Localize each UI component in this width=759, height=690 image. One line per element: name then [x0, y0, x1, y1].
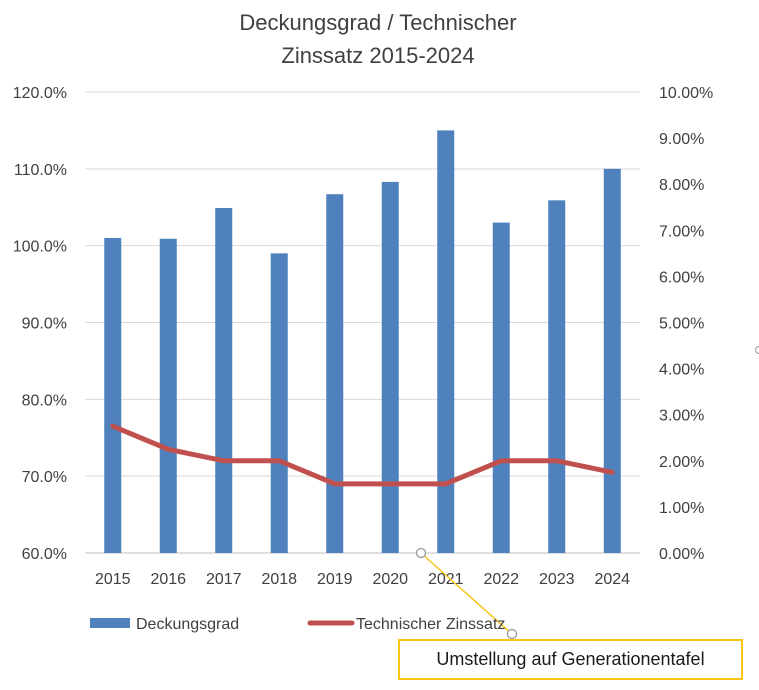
- zinssatz-point-2017: [223, 460, 225, 462]
- bar-2020: [381, 181, 399, 553]
- right-tick-label: 9.00%: [659, 131, 704, 148]
- zinssatz-point-2019: [334, 483, 336, 485]
- zinssatz-point-2021: [445, 483, 447, 485]
- bar-2024: [603, 168, 621, 554]
- left-tick-label: 120.0%: [13, 85, 67, 102]
- right-tick-label: 1.00%: [659, 500, 704, 517]
- annotation-anchor-point: [415, 547, 427, 559]
- annotation-leader: [415, 547, 518, 640]
- zinssatz-point-2024: [611, 471, 613, 473]
- bar-2015: [104, 237, 122, 553]
- zinssatz-point-2023: [556, 460, 558, 462]
- deckungsgrad-bars: [104, 130, 621, 554]
- annotation-leader-line: [420, 552, 513, 635]
- bar-2021: [437, 130, 455, 553]
- zinssatz-point-2015: [112, 425, 114, 427]
- annotation-callout: Umstellung auf Generationentafel: [398, 639, 743, 680]
- left-tick-label: 80.0%: [22, 392, 67, 409]
- left-tick-label: 60.0%: [22, 546, 67, 563]
- left-tick-label: 100.0%: [13, 239, 67, 256]
- right-tick-label: 6.00%: [659, 269, 704, 286]
- right-tick-label: 3.00%: [659, 408, 704, 425]
- category-axis: 2015 2016 2017 2018 2019 2020 2021 2022 2023 2024: [95, 571, 630, 588]
- bar-2019: [326, 194, 344, 553]
- left-axis: 60.0% 70.0% 80.0% 90.0% 100.0% 110.0% 120.0%: [13, 85, 67, 563]
- left-tick-label: 70.0%: [22, 469, 67, 486]
- zinssatz-line: [110, 423, 615, 487]
- bar-2016: [159, 238, 177, 554]
- bar-2023: [548, 200, 566, 553]
- legend-label-zinssatz: Technischer Zinssatz: [356, 616, 505, 633]
- gridlines: [85, 91, 640, 554]
- category-label: 2019: [317, 571, 353, 588]
- left-tick-label: 110.0%: [14, 162, 67, 179]
- annotation-end-point: [506, 628, 518, 640]
- right-tick-label: 8.00%: [659, 177, 704, 194]
- bar-2017: [215, 208, 233, 554]
- category-label: 2022: [483, 571, 519, 588]
- zinssatz-series-line: [110, 423, 615, 487]
- legend-swatch-deckungsgrad: [90, 618, 130, 628]
- legend-label-deckungsgrad: Deckungsgrad: [136, 616, 239, 633]
- right-tick-label: 2.00%: [659, 454, 704, 471]
- category-label: 2015: [95, 571, 131, 588]
- right-tick-label: 5.00%: [659, 316, 704, 333]
- zinssatz-point-2016: [167, 448, 169, 450]
- category-label: 2018: [261, 571, 297, 588]
- chart-title-line-2: Zinssatz 2015-2024: [281, 43, 474, 68]
- left-tick-label: 90.0%: [22, 316, 67, 333]
- right-tick-label: 0.00%: [659, 546, 704, 563]
- category-label: 2023: [539, 571, 575, 588]
- zinssatz-point-2022: [500, 460, 502, 462]
- category-label: 2020: [372, 571, 408, 588]
- category-label: 2024: [594, 571, 630, 588]
- category-label: 2016: [150, 571, 186, 588]
- zinssatz-point-2020: [389, 483, 391, 485]
- bar-2018: [270, 253, 288, 553]
- right-tick-label: 4.00%: [659, 362, 704, 379]
- right-tick-label: 7.00%: [659, 223, 704, 240]
- category-label: 2017: [206, 571, 242, 588]
- zinssatz-point-2018: [278, 460, 280, 462]
- right-tick-label: 10.00%: [659, 85, 713, 102]
- chart-title-line-1: Deckungsgrad / Technischer: [239, 10, 516, 35]
- selection-handle[interactable]: [755, 346, 759, 354]
- legend: Deckungsgrad Technischer Zinssatz: [90, 616, 505, 633]
- bar-2022: [492, 222, 510, 553]
- right-axis: 0.00% 1.00% 2.00% 3.00% 4.00% 5.00% 6.00% 7.00%…: [659, 85, 713, 563]
